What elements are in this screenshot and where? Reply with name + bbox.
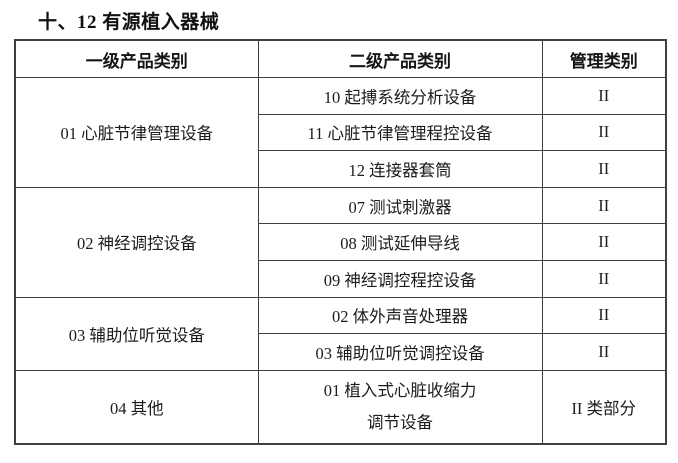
table-row: 12 连接器套筒 II bbox=[15, 150, 667, 188]
mgmt-class-cell: II bbox=[541, 223, 667, 261]
mgmt-class-cell: II bbox=[541, 333, 667, 371]
table-row: 04 其他 01 植入式心脏收缩力 调节设备 II 类部分 bbox=[14, 369, 667, 445]
column-header-mgmt-class: 管理类别 bbox=[541, 39, 667, 78]
level2-category-cell: 08 测试延伸导线 bbox=[257, 223, 543, 261]
level2-category-cell: 03 辅助位听觉调控设备 bbox=[257, 333, 543, 371]
column-header-level2: 二级产品类别 bbox=[257, 39, 543, 78]
table-row: 03 辅助位听觉调控设备 II bbox=[15, 333, 667, 371]
table-row: 11 心脏节律管理程控设备 II bbox=[15, 113, 667, 152]
level2-category-cell: 12 连接器套筒 bbox=[257, 150, 543, 188]
table-row: 01 心脏节律管理设备 10 起搏系统分析设备 II bbox=[14, 77, 667, 188]
level2-category-cell: 10 起搏系统分析设备 bbox=[257, 77, 543, 115]
section-title: 十、12 有源植入器械 bbox=[38, 12, 220, 33]
level2-category-line2: 调节设备 bbox=[367, 413, 433, 432]
table-row: 02 神经调控设备 07 测试刺激器 II bbox=[14, 186, 667, 298]
level2-category-cell: 07 测试刺激器 bbox=[257, 186, 543, 225]
table-row: 08 测试延伸导线 II bbox=[15, 223, 667, 261]
table-row: 09 神经调控程控设备 II bbox=[15, 259, 667, 298]
level2-category-cell: 01 植入式心脏收缩力 调节设备 bbox=[257, 369, 543, 445]
table-row: 03 辅助位听觉设备 02 体外声音处理器 II bbox=[14, 296, 667, 371]
level1-category-cell: 01 心脏节律管理设备 bbox=[14, 77, 259, 188]
mgmt-class-cell: II bbox=[541, 186, 667, 225]
classification-table: 一级产品类别 二级产品类别 管理类别 01 心脏节律管理设备 10 起搏系统分析… bbox=[14, 39, 667, 446]
header-row: 一级产品类别 二级产品类别 管理类别 bbox=[14, 39, 667, 78]
mgmt-class-cell: II 类部分 bbox=[541, 369, 667, 445]
mgmt-class-cell: II bbox=[541, 77, 667, 115]
mgmt-class-cell: II bbox=[541, 259, 667, 298]
level2-category-cell: 09 神经调控程控设备 bbox=[257, 259, 543, 298]
level1-category-cell: 02 神经调控设备 bbox=[14, 186, 259, 298]
mgmt-class-cell: II bbox=[541, 150, 667, 188]
level2-category-line1: 01 植入式心脏收缩力 bbox=[323, 381, 477, 400]
mgmt-class-cell: II bbox=[541, 113, 667, 152]
column-header-level1: 一级产品类别 bbox=[14, 39, 259, 78]
level1-category-cell: 03 辅助位听觉设备 bbox=[14, 296, 259, 371]
level1-category-cell: 04 其他 bbox=[14, 369, 259, 445]
mgmt-class-cell: II bbox=[541, 296, 667, 335]
level2-category-cell: 11 心脏节律管理程控设备 bbox=[257, 113, 543, 152]
level2-category-cell: 02 体外声音处理器 bbox=[257, 296, 543, 335]
